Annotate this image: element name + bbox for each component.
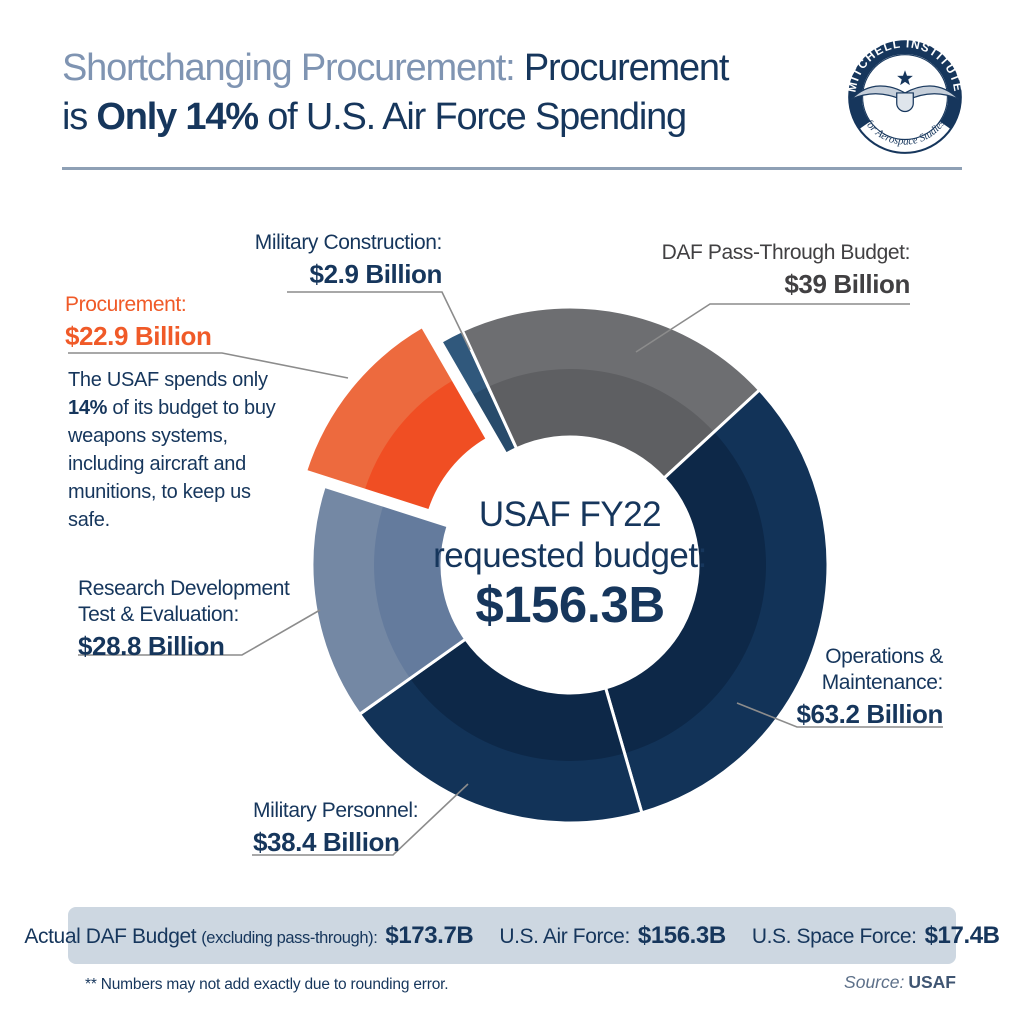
shield-icon bbox=[896, 92, 914, 113]
center-total-value: $156.3B bbox=[475, 576, 665, 633]
leader-line-operations-maintenance bbox=[736, 702, 943, 728]
title-line2-bold: Only 14% bbox=[96, 96, 259, 138]
callout-procurement: Procurement: $22.9 Billion bbox=[65, 292, 295, 351]
summary-paren: (excluding pass-through): bbox=[201, 928, 378, 947]
callout-label: Procurement: bbox=[65, 293, 187, 316]
callout-military-construction: Military Construction: $2.9 Billion bbox=[222, 230, 443, 289]
summary-value: $173.7B bbox=[385, 921, 474, 949]
callout-military-personnel: Military Personnel: $38.4 Billion bbox=[253, 798, 483, 857]
segment-rdt-e bbox=[310, 484, 468, 716]
leader-line-rdt-e bbox=[78, 609, 321, 656]
segment-military-personnel bbox=[358, 637, 644, 825]
callout-value: $63.2 Billion bbox=[796, 699, 943, 729]
callout-value: $28.8 Billion bbox=[78, 631, 225, 661]
donut-segments bbox=[304, 305, 830, 825]
summary-value: $156.3B bbox=[637, 921, 726, 949]
segment-military-personnel bbox=[410, 639, 625, 761]
summary-label: U.S. Space Force: bbox=[751, 924, 917, 948]
callout-label: Research Development Test & Evaluation: bbox=[78, 577, 290, 626]
callout-label: Operations & Maintenance: bbox=[821, 645, 944, 694]
leader-line-military-construction bbox=[287, 291, 471, 351]
title-line1: Shortchanging Procurement: Procurement bbox=[62, 44, 862, 93]
leader-line-daf-pass-through bbox=[635, 303, 910, 353]
segment-procurement bbox=[364, 380, 488, 511]
summary-item-daf: Actual DAF Budget (excluding pass-throug… bbox=[24, 922, 473, 950]
title-line2-post: of U.S. Air Force Spending bbox=[257, 96, 687, 138]
callout-rdt-e: Research Development Test & Evaluation: … bbox=[78, 576, 300, 661]
logo-seal: MITCHELL INSTITUTE for Aerospace Studies bbox=[844, 36, 964, 154]
source-value: USAF bbox=[908, 972, 956, 992]
summary-label: Actual DAF Budget bbox=[24, 924, 197, 948]
leader-line-procurement bbox=[68, 352, 349, 379]
page-title: Shortchanging Procurement: Procurement i… bbox=[62, 44, 862, 142]
summary-item-usaf: U.S. Air Force: $156.3B bbox=[499, 921, 726, 950]
callout-value: $39 Billion bbox=[784, 269, 910, 299]
source-line: Source: USAF bbox=[700, 972, 956, 993]
procurement-note: The USAF spends only 14% of its budget t… bbox=[68, 366, 282, 534]
callout-label: Military Construction: bbox=[254, 231, 443, 254]
title-strong-part: Procurement bbox=[523, 47, 730, 89]
segment-military-construction bbox=[472, 386, 517, 455]
note-run3: of its budget to buy weapons systems, in… bbox=[68, 397, 276, 531]
donut-center-label: USAF FY22 requested budget: $156.3B bbox=[408, 494, 732, 634]
summary-label: U.S. Air Force: bbox=[499, 924, 630, 948]
callout-value: $38.4 Billion bbox=[253, 827, 400, 857]
logo-inner-ring bbox=[862, 54, 948, 140]
segment-operations-maintenance bbox=[605, 432, 766, 754]
segment-daf-pass-through bbox=[488, 369, 714, 479]
rounding-footnote: ** Numbers may not add exactly due to ro… bbox=[85, 976, 449, 993]
segment-daf-pass-through bbox=[460, 305, 762, 480]
note-run1: The USAF spends only bbox=[68, 369, 268, 391]
summary-value: $17.4B bbox=[924, 921, 1000, 949]
title-divider bbox=[62, 167, 962, 170]
callout-operations-maintenance: Operations & Maintenance: $63.2 Billion bbox=[783, 644, 943, 729]
center-line2: requested budget: bbox=[433, 536, 707, 575]
segment-operations-maintenance bbox=[604, 388, 830, 815]
title-line2: is Only 14% of U.S. Air Force Spending bbox=[62, 93, 862, 142]
leader-line-military-personnel bbox=[252, 783, 469, 856]
summary-item-ussf: U.S. Space Force: $17.4B bbox=[752, 922, 1000, 950]
note-run2-bold: 14% bbox=[68, 397, 108, 419]
center-line1: USAF FY22 bbox=[478, 495, 662, 534]
title-muted-part: Shortchanging Procurement: bbox=[62, 47, 524, 89]
callout-value: $22.9 Billion bbox=[65, 321, 212, 351]
summary-bar: Actual DAF Budget (excluding pass-throug… bbox=[24, 907, 1000, 964]
source-label: Source: bbox=[844, 972, 905, 992]
callout-daf-pass-through: DAF Pass-Through Budget: $39 Billion bbox=[640, 240, 911, 299]
segment-procurement bbox=[304, 325, 489, 513]
callout-value: $2.9 Billion bbox=[309, 259, 443, 289]
title-line2-pre: is bbox=[62, 96, 97, 138]
leader-lines bbox=[68, 291, 943, 856]
callout-label: Military Personnel: bbox=[253, 799, 419, 822]
star-icon bbox=[897, 70, 913, 86]
callout-label: DAF Pass-Through Budget: bbox=[661, 241, 911, 264]
mitchell-institute-logo: MITCHELL INSTITUTE for Aerospace Studies bbox=[843, 33, 967, 157]
